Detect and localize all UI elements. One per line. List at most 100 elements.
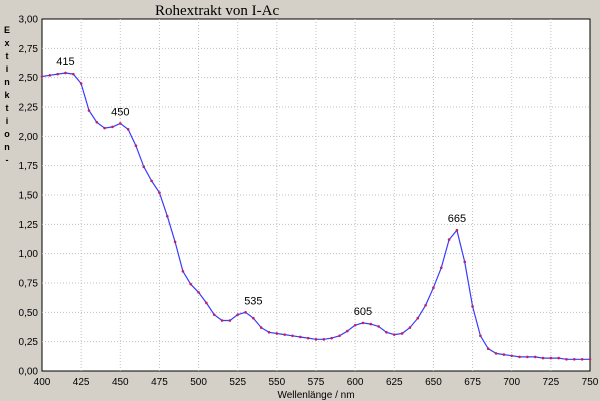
y-axis-label-char: -: [6, 155, 9, 165]
data-point: [416, 316, 420, 320]
data-point: [573, 357, 576, 361]
data-point: [479, 334, 482, 338]
data-point: [533, 355, 537, 359]
data-point: [518, 355, 521, 359]
y-tick-label: 2,75: [19, 44, 39, 55]
data-point: [549, 356, 553, 360]
data-point: [103, 126, 106, 130]
y-tick-label: 1,00: [19, 249, 39, 260]
y-tick-label: 0,00: [19, 367, 39, 378]
data-point: [158, 191, 161, 194]
x-axis-label: Wellenlänge / nm: [277, 390, 354, 401]
grid: [42, 19, 590, 371]
data-point: [557, 356, 560, 360]
y-axis-label-char: i: [6, 64, 9, 74]
data-point: [526, 355, 529, 359]
y-axis-label-char: o: [4, 129, 10, 139]
data-point: [150, 179, 153, 183]
data-point: [259, 326, 263, 329]
data-point: [385, 330, 388, 334]
peak-label: 450: [111, 106, 129, 118]
data-point: [212, 313, 216, 316]
data-point: [64, 71, 67, 75]
data-point: [502, 353, 506, 356]
data-point: [424, 303, 427, 307]
marker-group: [40, 71, 592, 361]
data-point: [361, 321, 365, 325]
data-point: [48, 74, 52, 77]
data-point: [267, 330, 271, 334]
x-tick-label: 675: [464, 377, 481, 388]
x-tick-label: 725: [543, 377, 560, 388]
y-axis-label-char: i: [6, 116, 9, 126]
data-point: [439, 266, 443, 270]
data-point: [346, 329, 349, 333]
data-point: [565, 357, 568, 361]
data-point: [197, 291, 200, 294]
x-tick-label: 525: [229, 377, 246, 388]
data-point: [510, 354, 514, 358]
data-point: [236, 313, 240, 316]
x-tick-label: 425: [73, 377, 90, 388]
data-point: [353, 323, 357, 327]
data-point: [400, 332, 404, 335]
data-point: [118, 122, 122, 125]
data-point: [134, 144, 138, 148]
y-axis-label-char: n: [4, 142, 10, 152]
data-point: [494, 352, 498, 355]
data-point: [291, 334, 294, 338]
data-point: [165, 214, 169, 218]
y-axis-label-char: E: [4, 25, 10, 35]
data-point: [87, 109, 91, 112]
data-point: [306, 336, 310, 340]
data-point: [95, 120, 99, 124]
y-axis-label-char: x: [4, 38, 9, 48]
data-point: [228, 319, 232, 322]
data-point: [314, 338, 318, 341]
peak-label: 665: [448, 213, 466, 225]
data-point: [322, 338, 326, 341]
data-point: [142, 165, 146, 169]
x-tick-label: 400: [34, 377, 51, 388]
data-point: [40, 75, 44, 78]
peak-label: 535: [244, 295, 262, 307]
peak-annotations: 415 450 535 605 665: [56, 56, 466, 318]
x-tick-label: 625: [386, 377, 403, 388]
x-tick-label: 450: [112, 377, 129, 388]
data-point: [463, 260, 467, 264]
data-point: [471, 305, 474, 308]
y-tick-labels: 0,00 0,25 0,50 0,75 1,00 1,25 1,50 1,75 2,00 2,25…: [19, 15, 39, 378]
y-axis-label-char: t: [6, 51, 9, 61]
data-point: [173, 240, 177, 244]
x-tick-label: 650: [425, 377, 442, 388]
x-tick-label: 550: [269, 377, 286, 388]
data-point: [189, 282, 193, 286]
y-tick-label: 2,25: [19, 103, 39, 114]
x-tick-label: 700: [503, 377, 520, 388]
y-tick-label: 1,50: [19, 191, 39, 202]
data-point: [392, 333, 396, 336]
data-point: [220, 319, 224, 322]
data-point: [338, 334, 341, 338]
y-tick-label: 2,50: [19, 73, 39, 84]
data-point: [181, 269, 185, 273]
x-tick-label: 600: [347, 377, 364, 388]
data-point: [56, 72, 59, 76]
x-tick-label: 575: [308, 377, 325, 388]
data-point: [275, 332, 279, 335]
data-point: [486, 347, 490, 351]
x-tick-label: 750: [582, 377, 599, 388]
data-point: [252, 316, 255, 320]
peak-label: 415: [56, 56, 74, 68]
data-point: [369, 322, 373, 326]
y-axis-label-char: n: [4, 77, 10, 87]
data-point: [330, 336, 333, 340]
y-tick-label: 0,50: [19, 308, 39, 319]
y-tick-label: 3,00: [19, 15, 39, 26]
data-point: [408, 326, 412, 329]
y-tick-label: 1,25: [19, 220, 39, 231]
data-point: [205, 301, 208, 305]
chart-title: Rohextrakt von I-Ac: [155, 3, 279, 19]
